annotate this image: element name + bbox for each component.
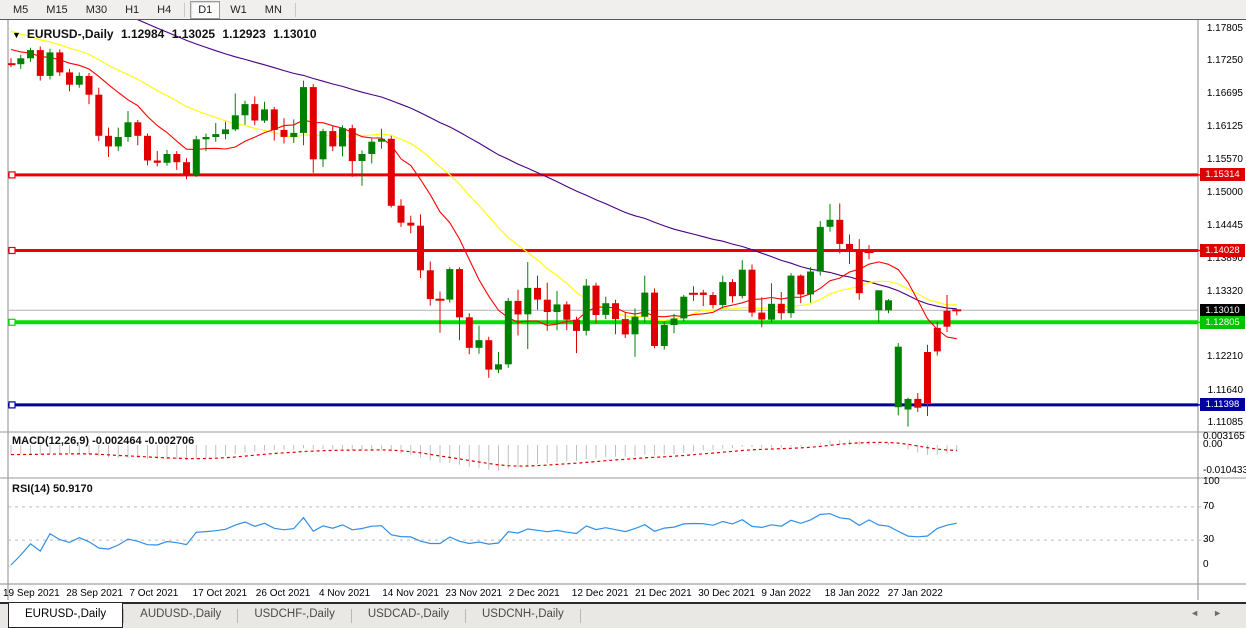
tab-separator (123, 609, 125, 623)
symbol-tab-usdchf[interactable]: USDCHF-,Daily (254, 608, 335, 620)
timeframe-button-m15[interactable]: M15 (46, 3, 68, 16)
macd-main-value: -0.002464 (92, 435, 142, 447)
date-axis-label: 19 Sep 2021 (3, 588, 60, 599)
date-axis-label: 23 Nov 2021 (445, 588, 503, 599)
symbol-tab-bar: EURUSD-,Daily AUDUSD-,Daily USDCHF-,Daily U… (0, 602, 1246, 628)
date-axis-label: 30 Dec 2021 (698, 588, 755, 599)
date-axis-label: 28 Sep 2021 (66, 588, 123, 599)
price-level-badge: 1.13010 (1200, 303, 1245, 317)
rsi-scale-label: 0 (1203, 559, 1209, 570)
price-scale-label: 1.16695 (1206, 87, 1243, 99)
rsi-name: RSI(14) (12, 483, 50, 495)
rsi-scale-label: 30 (1203, 534, 1215, 546)
date-axis-label: 2 Dec 2021 (508, 588, 560, 599)
ohlc-open: 1.12984 (120, 27, 165, 41)
macd-scale-label: 0.00 (1203, 439, 1223, 450)
symbol-tab-usdcad[interactable]: USDCAD-,Daily (367, 608, 449, 620)
price-level-badge: 1.12805 (1200, 315, 1245, 329)
date-axis-label: 21 Dec 2021 (635, 588, 692, 599)
price-level-badge: 1.11398 (1200, 398, 1245, 412)
timeframe-button-h1[interactable]: H1 (125, 3, 140, 16)
price-scale-label: 1.11085 (1207, 417, 1243, 429)
date-axis-label: 17 Oct 2021 (192, 588, 248, 599)
tab-separator (350, 609, 352, 623)
timeframe-button-m30[interactable]: M30 (85, 3, 108, 16)
ohlc-close: 1.13010 (273, 27, 317, 41)
price-scale-label: 1.12210 (1206, 351, 1243, 363)
tab-scroll-right-icon[interactable]: ► (1213, 608, 1236, 618)
timeframe-toolbar: M5 M15 M30 H1 H4 D1 W1 MN (0, 0, 1246, 20)
date-axis-label: 18 Jan 2022 (824, 588, 880, 599)
price-scale-label: 1.14445 (1206, 219, 1243, 231)
price-scale-label: 1.13890 (1206, 252, 1243, 264)
timeframe-button-w1[interactable]: W1 (230, 3, 247, 16)
date-axis-label: 9 Jan 2022 (761, 588, 811, 599)
price-level-badge: 1.14028 (1200, 243, 1245, 257)
price-scale-label: 1.15000 (1206, 187, 1243, 199)
price-scale-label: 1.16125 (1206, 121, 1243, 133)
rsi-indicator-label: RSI(14) 50.9170 (12, 483, 93, 495)
timeframe-button-mn[interactable]: MN (264, 3, 282, 16)
date-axis-label: 4 Nov 2021 (319, 588, 371, 599)
ohlc-low: 1.12923 (222, 27, 266, 41)
timeframe-button-h4[interactable]: H4 (157, 3, 172, 16)
chart-title: ▼ EURUSD-,Daily 1.12984 1.13025 1.12923 1… (12, 27, 321, 41)
tab-separator (579, 609, 581, 623)
price-scale-label: 1.17250 (1206, 55, 1243, 67)
rsi-scale-label: 100 (1203, 476, 1220, 487)
price-scale-label: 1.13320 (1206, 286, 1243, 298)
timeframe-button-d1[interactable]: D1 (190, 0, 221, 19)
price-scale-label: 1.11640 (1207, 384, 1243, 396)
tab-scroll-arrows[interactable]: ◄► (1190, 608, 1236, 618)
price-level-badge: 1.15314 (1200, 168, 1245, 182)
macd-scale-label: -0.010433 (1203, 464, 1246, 476)
date-axis-label: 7 Oct 2021 (129, 588, 179, 599)
date-axis-label: 12 Dec 2021 (571, 588, 629, 599)
toolbar-separator (294, 2, 296, 17)
macd-name: MACD(12,26,9) (12, 435, 90, 447)
symbol-tab-eurusd[interactable]: EURUSD-,Daily (8, 603, 124, 628)
tab-separator (464, 609, 466, 623)
macd-signal-value: -0.002706 (144, 435, 195, 447)
date-axis-label: 27 Jan 2022 (887, 588, 943, 599)
price-scale-label: 1.17805 (1206, 22, 1243, 34)
tab-scroll-left-icon[interactable]: ◄ (1190, 608, 1214, 618)
timeframe-button-m5[interactable]: M5 (13, 3, 29, 16)
chart-area[interactable]: ▼ EURUSD-,Daily 1.12984 1.13025 1.12923 1… (0, 20, 1246, 602)
date-axis-label: 26 Oct 2021 (255, 588, 311, 599)
symbol-tab-usdcnh[interactable]: USDCNH-,Daily (481, 608, 564, 620)
macd-scale-label: 0.003165 (1203, 431, 1245, 443)
symbol-tab-audusd[interactable]: AUDUSD-,Daily (140, 608, 222, 620)
toolbar-separator (184, 2, 186, 17)
ohlc-high: 1.13025 (171, 27, 216, 41)
chart-symbol-period: EURUSD-,Daily (26, 27, 114, 41)
tab-separator (237, 609, 239, 623)
date-axis-label: 14 Nov 2021 (382, 588, 439, 599)
chart-dropdown-icon: ▼ (12, 30, 21, 40)
rsi-value: 50.9170 (52, 483, 93, 495)
rsi-scale-label: 70 (1203, 500, 1215, 512)
macd-indicator-label: MACD(12,26,9) -0.002464 -0.002706 (12, 435, 194, 447)
candlestick-chart-canvas[interactable] (0, 20, 1246, 602)
price-scale-label: 1.15570 (1206, 153, 1243, 165)
